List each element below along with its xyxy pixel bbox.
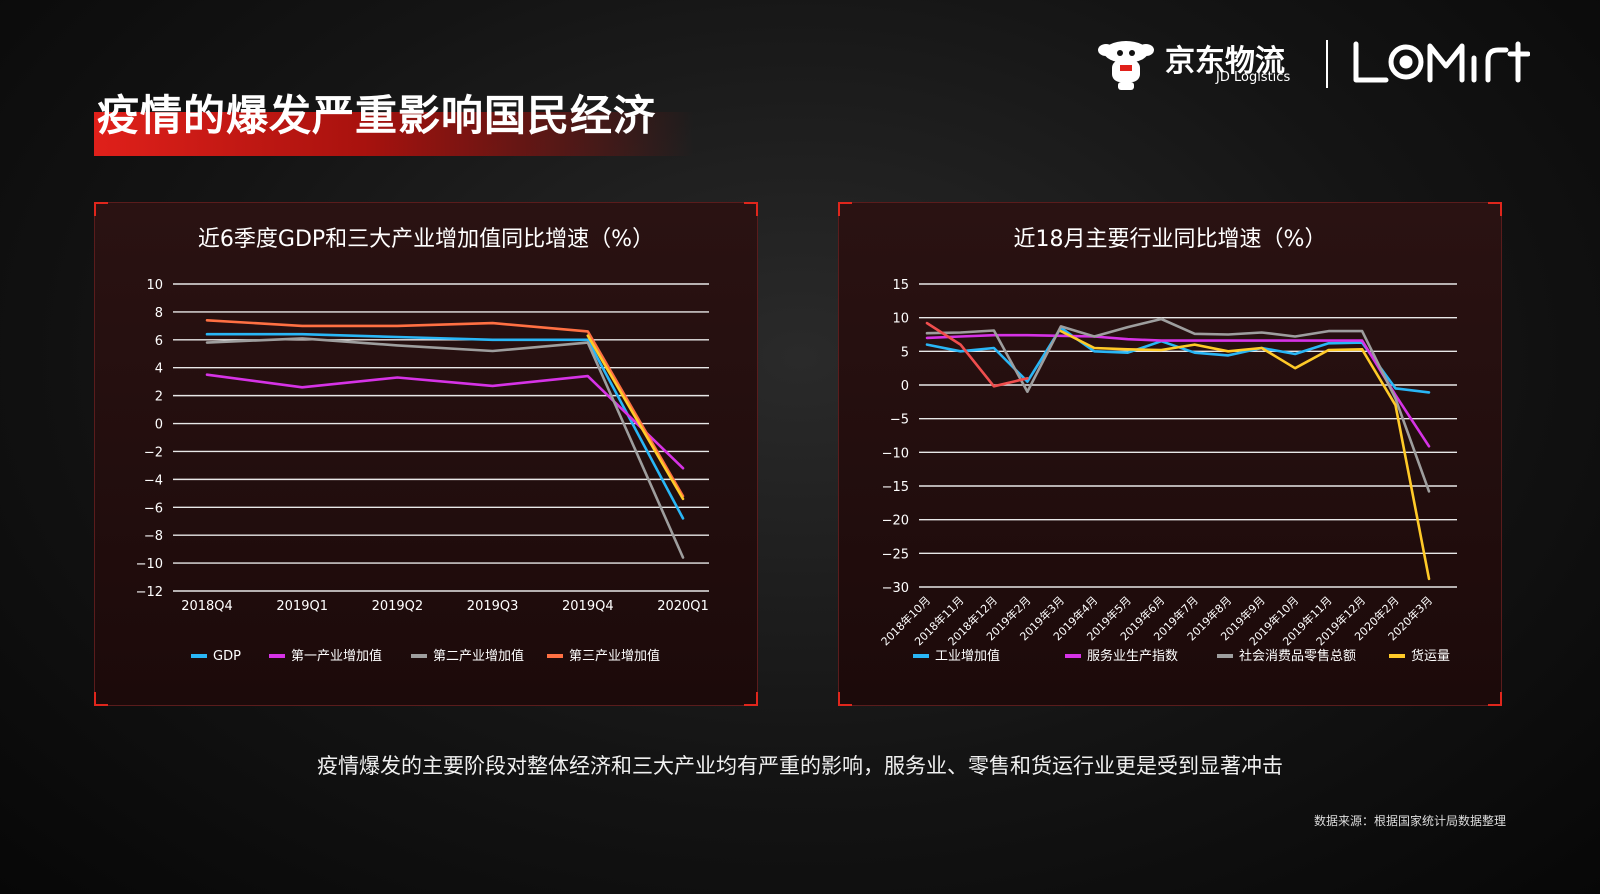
y-tick-label: 6 bbox=[155, 334, 163, 349]
y-tick-label: −25 bbox=[882, 547, 909, 562]
y-tick-label: −6 bbox=[144, 501, 163, 516]
series-line bbox=[205, 337, 685, 559]
y-tick-label: −4 bbox=[144, 473, 163, 488]
x-tick-label: 2019Q4 bbox=[562, 599, 614, 614]
series-line bbox=[925, 333, 1431, 448]
series-line bbox=[205, 332, 685, 520]
page-title: 疫情的爆发严重影响国民经济 bbox=[97, 91, 657, 140]
lomir-logo bbox=[1353, 41, 1530, 83]
legend-item: 第二产业增加值 bbox=[411, 648, 524, 664]
series-line bbox=[1059, 329, 1431, 581]
x-tick-label: 2020Q1 bbox=[657, 599, 709, 614]
series-line bbox=[925, 321, 1029, 388]
y-tick-label: 10 bbox=[146, 278, 163, 293]
industry-chart-panel: 近18月主要行业同比增速（%） 15 10 5 0 −5 −10 −15 −20 −25 −30 2… bbox=[838, 202, 1502, 706]
brand-name-cn: 京东物流 bbox=[1165, 44, 1285, 79]
series-line bbox=[925, 317, 1431, 493]
y-tick-label: 5 bbox=[901, 345, 909, 360]
legend-label: 货运量 bbox=[1411, 648, 1450, 664]
legend-item: 社会消费品零售总额 bbox=[1217, 648, 1356, 664]
y-tick-label: −8 bbox=[144, 529, 163, 544]
y-tick-label: −5 bbox=[890, 413, 909, 428]
series-line bbox=[205, 373, 685, 470]
legend-item: 服务业生产指数 bbox=[1065, 648, 1178, 664]
title-highlight-bar bbox=[94, 112, 694, 156]
chart-title: 近18月主要行业同比增速（%） bbox=[1013, 227, 1327, 252]
y-tick-label: 2 bbox=[155, 390, 163, 405]
y-tick-label: −2 bbox=[144, 445, 163, 460]
legend-label: GDP bbox=[213, 649, 241, 664]
chart-title: 近6季度GDP和三大产业增加值同比增速（%） bbox=[197, 227, 655, 252]
y-tick-label: −20 bbox=[882, 514, 909, 529]
legend-item: 货运量 bbox=[1389, 648, 1450, 664]
legend-label: 社会消费品零售总额 bbox=[1239, 648, 1356, 664]
y-tick-label: 8 bbox=[155, 306, 163, 321]
industry-line-chart: 151050−5−10−15−20−25−302018年10月2018年11月2… bbox=[878, 278, 1457, 664]
y-tick-label: 10 bbox=[892, 312, 909, 327]
y-tick-label: 0 bbox=[155, 418, 163, 433]
y-tick-label: 4 bbox=[155, 362, 163, 377]
legend-item: 第一产业增加值 bbox=[269, 648, 382, 664]
y-tick-label: −15 bbox=[882, 480, 909, 495]
y-tick-label: −10 bbox=[136, 557, 163, 572]
caption-text: 疫情爆发的主要阶段对整体经济和三大产业均有严重的影响，服务业、零售和货运行业更是… bbox=[317, 754, 1283, 778]
jd-dog-icon bbox=[1098, 41, 1154, 90]
legend-label: 服务业生产指数 bbox=[1087, 648, 1178, 664]
legend-item: 工业增加值 bbox=[913, 648, 1000, 664]
legend-item: 第三产业增加值 bbox=[547, 648, 660, 664]
series-line bbox=[586, 334, 685, 501]
logo-divider bbox=[1326, 40, 1328, 88]
y-tick-label: 15 bbox=[892, 278, 909, 293]
legend-label: 第三产业增加值 bbox=[569, 648, 660, 664]
data-source: 数据来源：根据国家统计局数据整理 bbox=[1313, 814, 1506, 828]
series-line bbox=[205, 319, 685, 498]
y-tick-label: 0 bbox=[901, 379, 909, 394]
x-tick-label: 2019Q2 bbox=[372, 599, 424, 614]
legend-label: 第二产业增加值 bbox=[433, 648, 524, 664]
x-tick-label: 2019Q3 bbox=[467, 599, 519, 614]
series-line bbox=[925, 326, 1431, 394]
legend-label: 工业增加值 bbox=[935, 648, 1000, 664]
y-tick-label: −10 bbox=[882, 446, 909, 461]
legend-label: 第一产业增加值 bbox=[291, 648, 382, 664]
gdp-chart-panel: 近6季度GDP和三大产业增加值同比增速（%） 10 8 6 4 2 0 −2 −4 −6 −8 −1… bbox=[94, 202, 758, 706]
y-tick-label: −30 bbox=[882, 581, 909, 596]
x-tick-label: 2018Q4 bbox=[181, 599, 233, 614]
legend-item: GDP bbox=[191, 649, 241, 664]
brand-name-en: JD Logistics bbox=[1216, 70, 1291, 85]
brand-logos: 京东物流 JD Logistics bbox=[1090, 36, 1530, 96]
y-tick-label: −12 bbox=[136, 585, 163, 600]
x-tick-label: 2019Q1 bbox=[276, 599, 328, 614]
gdp-line-chart: 10 8 6 4 2 0 −2 −4 −6 −8 −10 −12 2018Q4 2019Q1 2019Q2 2… bbox=[136, 278, 709, 664]
